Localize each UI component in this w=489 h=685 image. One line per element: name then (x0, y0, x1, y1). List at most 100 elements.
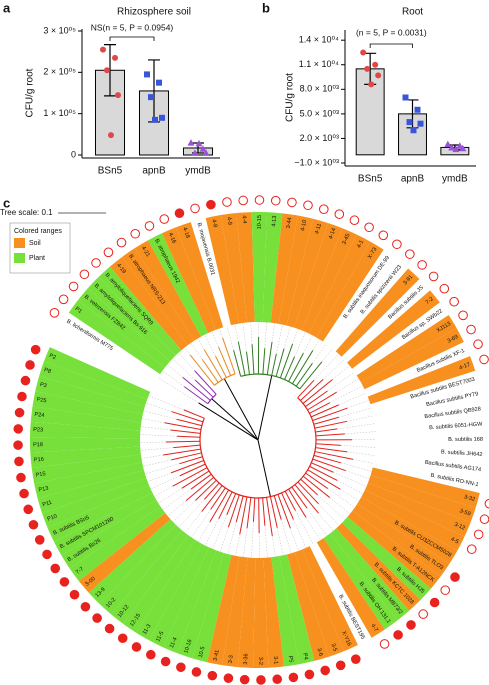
data-point (372, 61, 379, 68)
colored-range (205, 215, 239, 326)
colored-range (88, 519, 176, 604)
activity-marker (58, 294, 69, 305)
guide-line (197, 338, 205, 350)
activity-marker (130, 228, 141, 239)
guide-line (148, 395, 184, 411)
tree-branch (240, 373, 301, 390)
panel-letter: c (3, 195, 10, 210)
tree-branch (307, 469, 341, 490)
activity-marker (449, 296, 459, 307)
activity-marker (254, 195, 265, 205)
colored-range (342, 516, 431, 600)
guide-line (327, 488, 355, 508)
colored-range (148, 233, 209, 337)
guide-line (353, 459, 374, 464)
activity-marker (272, 674, 283, 685)
leaf-label: P3 (39, 382, 47, 390)
tree-branch (177, 435, 201, 438)
guide-line (333, 472, 367, 487)
colored-range (330, 528, 410, 621)
tree-branch (194, 379, 214, 398)
activity-marker (304, 669, 315, 680)
activity-marker (160, 656, 171, 667)
guide-line (243, 528, 248, 558)
activity-marker (50, 563, 61, 574)
leaf-label: 7-2 (425, 296, 435, 306)
activity-marker (206, 199, 216, 210)
guide-line (312, 339, 320, 351)
tree-branch (311, 462, 334, 473)
data-point (417, 120, 424, 127)
activity-marker (466, 544, 477, 554)
guide-line (190, 342, 203, 360)
y-axis-label: CFU/g root (25, 68, 36, 117)
guide-line (227, 522, 237, 555)
activity-marker (428, 271, 439, 282)
leaf-label: P1 (74, 306, 83, 315)
leaf-label: 4-19 (115, 262, 127, 275)
colored-range (286, 218, 328, 328)
leaf-label: B. subtilis 6051-HGW (429, 421, 483, 431)
activity-marker (288, 672, 299, 683)
guide-line (204, 334, 216, 357)
leaf-label: P15 (35, 471, 46, 478)
activity-marker (238, 195, 248, 206)
leaf-label: 11-5 (155, 631, 165, 643)
tree-branch (312, 458, 346, 472)
colored-range (61, 499, 161, 569)
colored-range (37, 470, 147, 514)
activity-marker (103, 247, 114, 258)
colored-range (360, 328, 464, 390)
guide-line (140, 447, 174, 451)
leaf-label: 4-21 (140, 245, 151, 258)
tree-branch (246, 497, 252, 529)
guide-line (264, 525, 268, 558)
colored-range (161, 227, 216, 333)
leaf-label: 4-9 (225, 217, 232, 226)
guide-line (140, 426, 171, 431)
activity-marker (176, 662, 186, 673)
activity-marker (393, 630, 403, 640)
tree-branch (171, 452, 202, 461)
activity-marker (439, 283, 450, 294)
colored-range (364, 482, 471, 537)
activity-marker (318, 204, 329, 214)
tree-branch (266, 341, 273, 375)
y-tick-label: 0 (71, 149, 76, 159)
tree-branch (302, 379, 333, 404)
colored-range (111, 530, 189, 624)
tree-branch (273, 495, 282, 520)
tree-branch (275, 348, 285, 377)
leaf-label: 7-7 (75, 566, 85, 576)
guide-line (145, 402, 172, 412)
tree-branch (313, 454, 342, 464)
tree-branch (313, 416, 339, 425)
leaf-label: 3-32 (463, 494, 475, 503)
tree-branch (262, 497, 266, 526)
leaf-label: 4-10 (300, 219, 308, 231)
colored-range (176, 222, 224, 330)
guide-line (276, 324, 283, 354)
tree-branch (284, 356, 296, 380)
guide-line (140, 434, 178, 437)
colored-range (30, 421, 141, 439)
guide-line (142, 459, 172, 467)
colored-range (361, 490, 465, 551)
activity-marker (49, 308, 60, 318)
activity-marker (191, 667, 202, 677)
leaf-label: 11-3 (142, 623, 153, 635)
y-tick-label: 1 × 10⁰⁵ (43, 108, 76, 118)
legend-swatch (14, 253, 25, 263)
tree-branch (294, 484, 319, 514)
tree-branch (218, 491, 233, 519)
guide-line (162, 370, 185, 387)
activity-marker (17, 391, 27, 402)
guide-line (303, 335, 313, 354)
guide-line (329, 497, 351, 515)
tree-branch (179, 456, 203, 465)
leaf-label: 4-7 (369, 623, 378, 633)
guide-line (347, 415, 374, 422)
tree-branch (209, 489, 230, 523)
annotation: (n = 5, P = 0.0031) (356, 27, 427, 37)
leaf-label: 3-45 (342, 233, 352, 246)
